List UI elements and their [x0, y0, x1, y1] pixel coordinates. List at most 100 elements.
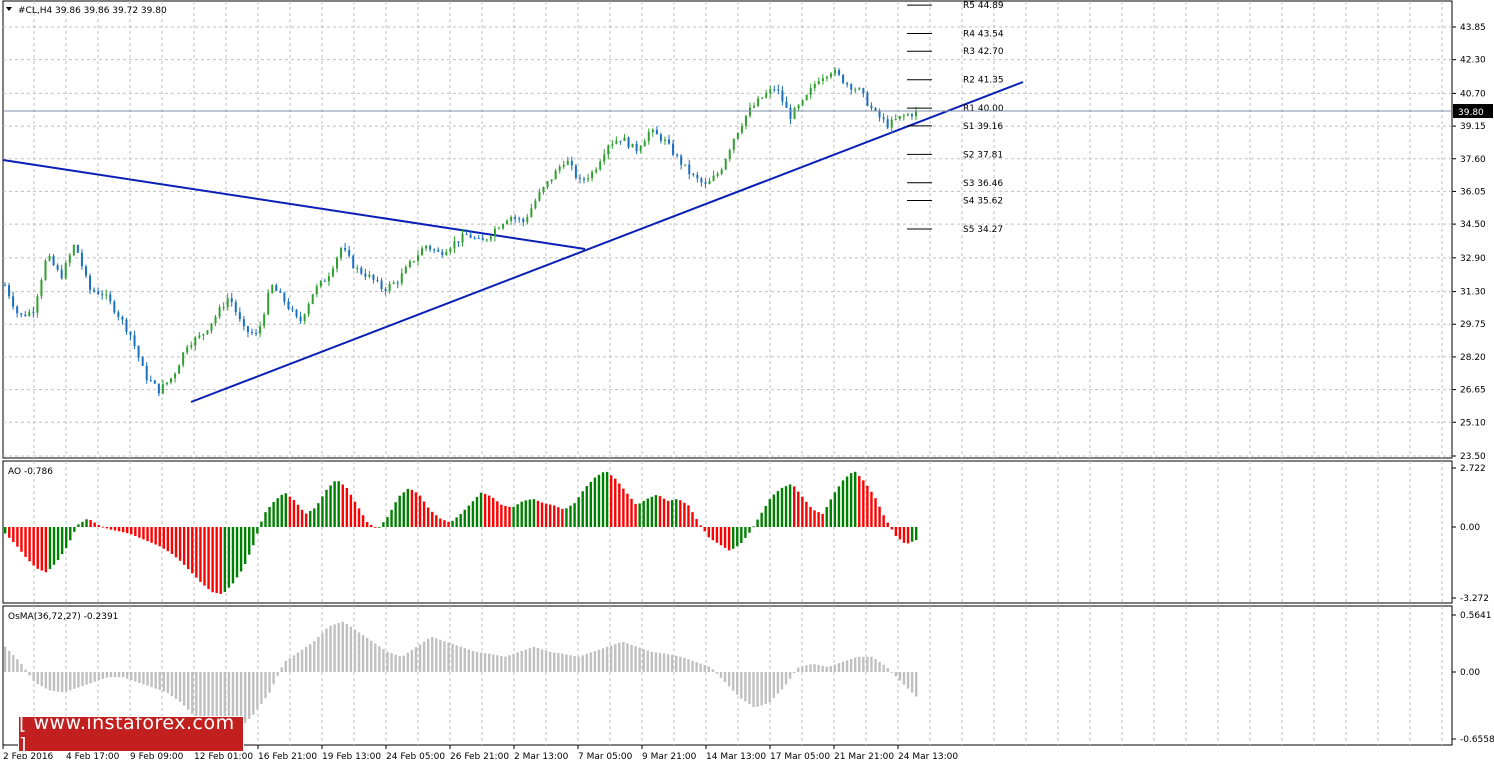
osma-bar	[776, 672, 780, 694]
osma-bar	[528, 648, 532, 672]
candle-body	[133, 335, 136, 346]
osma-bar	[317, 636, 320, 672]
ao-bar	[459, 513, 462, 527]
osma-bar	[284, 660, 288, 672]
osma-bar	[569, 655, 572, 672]
trendlines[interactable]	[2, 81, 1024, 403]
candle-body	[574, 165, 577, 178]
ao-bar	[654, 495, 658, 527]
candle-body	[368, 274, 371, 277]
ao-bar	[166, 527, 170, 552]
candle-body	[299, 316, 302, 321]
ao-bar	[500, 504, 503, 527]
ao-tick-label: 0.00	[1460, 523, 1480, 533]
osma-bar	[797, 667, 800, 672]
osma-bar	[138, 672, 141, 683]
candle-body	[190, 345, 193, 348]
osma-bar	[349, 626, 353, 672]
osma-bar	[894, 672, 898, 677]
candle-body	[303, 314, 306, 321]
ao-bar	[756, 519, 759, 527]
osma-bar	[365, 637, 369, 672]
candle-body	[789, 107, 792, 119]
ao-bar	[577, 497, 580, 527]
candle-body	[902, 115, 905, 117]
chart-title: #CL,H4 39.86 39.86 39.72 39.80	[18, 6, 167, 16]
ao-bar	[573, 503, 576, 527]
ao-bar	[170, 527, 174, 554]
osma-bar	[609, 645, 613, 672]
candle-body	[550, 179, 553, 182]
osma-bar	[174, 672, 178, 699]
candle-body	[801, 100, 804, 106]
candle-body	[117, 312, 120, 317]
ao-bar	[585, 486, 588, 527]
osma-bar	[276, 672, 279, 676]
ao-bar	[906, 527, 910, 544]
osma-bar	[548, 651, 552, 672]
ao-bar	[97, 524, 100, 527]
ao-bar	[414, 492, 418, 527]
candle-body	[202, 333, 205, 336]
ao-bar	[703, 527, 706, 532]
osma-bar	[406, 652, 410, 672]
ao-bar	[20, 527, 23, 552]
osma-bar	[101, 672, 105, 679]
candle-body	[603, 154, 606, 162]
osma-bar	[703, 664, 706, 672]
ao-bar	[109, 527, 113, 530]
candle-body	[12, 296, 15, 307]
ao-bar	[886, 522, 889, 527]
candle-body	[518, 218, 521, 220]
candle-body	[627, 137, 630, 148]
candle-body	[809, 87, 812, 95]
osma-bar	[414, 647, 418, 672]
ao-bar	[386, 517, 389, 527]
ao-bar	[345, 487, 349, 527]
candle-body	[392, 282, 395, 284]
candle-body	[275, 285, 278, 292]
ao-panel-frame	[2, 460, 1453, 604]
time-tick-label: 2 Mar 13:00	[514, 752, 569, 762]
ao-bar	[797, 491, 800, 527]
ao-bar	[174, 527, 178, 558]
candle-body	[461, 233, 464, 243]
candle-body	[372, 274, 375, 280]
ao-bar	[662, 498, 666, 527]
price-tick-label: 43.85	[1460, 23, 1486, 33]
ao-bar	[837, 486, 841, 527]
osma-bar	[788, 672, 792, 679]
time-tick-label: 16 Feb 21:00	[258, 752, 317, 762]
ao-bar	[646, 498, 649, 527]
candle-body	[441, 251, 444, 256]
candle-body	[898, 116, 901, 120]
triangle-down-icon[interactable]	[6, 7, 12, 11]
ao-bar	[309, 510, 312, 527]
pivot-label: R5 44.89	[963, 1, 1004, 11]
candle-body	[534, 200, 537, 209]
ao-bar	[508, 506, 511, 527]
candle-body	[109, 294, 112, 302]
candle-body	[64, 262, 67, 279]
candle-body	[817, 81, 820, 85]
ao-bar	[483, 493, 487, 527]
candle-body	[477, 237, 480, 239]
osma-bar	[304, 646, 308, 672]
osma-bar	[44, 672, 48, 689]
ao-bar	[711, 527, 715, 541]
osma-bar	[219, 672, 222, 732]
candle-body	[210, 323, 213, 331]
osma-bar	[382, 649, 385, 672]
candle-body	[506, 220, 509, 225]
watermark-logo[interactable]: [ www.instaforex.com ]	[18, 712, 244, 756]
time-tick-label: 2 Feb 2016	[3, 752, 54, 762]
ao-bar	[866, 485, 869, 527]
osma-bar	[520, 651, 523, 672]
osma-bar	[638, 647, 641, 672]
osma-bar	[715, 672, 719, 674]
osma-bar	[402, 655, 405, 672]
ao-bar	[410, 489, 414, 527]
osma-bar	[154, 672, 157, 689]
ao-bar	[12, 527, 15, 543]
ao-bar	[902, 527, 906, 543]
